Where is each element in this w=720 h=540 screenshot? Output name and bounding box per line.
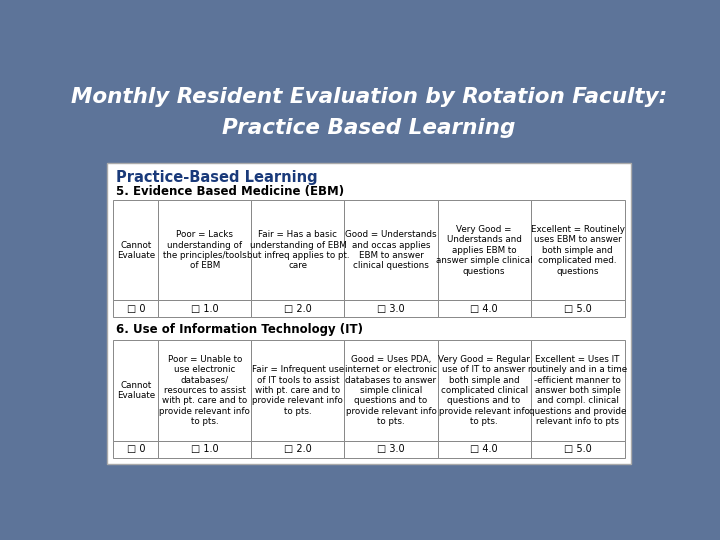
- Bar: [113, 441, 158, 457]
- Text: □ 1.0: □ 1.0: [191, 444, 219, 454]
- Bar: [531, 340, 625, 441]
- Text: Practice Based Learning: Practice Based Learning: [222, 118, 516, 138]
- Text: Very Good = Regular
use of IT to answer
both simple and
complicated clinical
que: Very Good = Regular use of IT to answer …: [438, 355, 530, 426]
- Text: □ 4.0: □ 4.0: [470, 304, 498, 314]
- Bar: [438, 300, 531, 318]
- Bar: [158, 441, 251, 457]
- Bar: [531, 200, 625, 300]
- Bar: [113, 300, 158, 318]
- Text: □ 0: □ 0: [127, 304, 145, 314]
- Bar: [113, 200, 158, 300]
- Text: Fair = Has a basic
understanding of EBM
but infreq applies to pt.
care: Fair = Has a basic understanding of EBM …: [247, 230, 349, 271]
- Text: Excellent = Routinely
uses EBM to answer
both simple and
complicated med.
questi: Excellent = Routinely uses EBM to answer…: [531, 225, 625, 275]
- Text: □ 5.0: □ 5.0: [564, 304, 592, 314]
- Bar: [251, 441, 344, 457]
- Text: Poor = Lacks
understanding of
the principles/tools
of EBM: Poor = Lacks understanding of the princi…: [163, 230, 247, 271]
- Bar: [158, 340, 251, 441]
- Bar: [438, 441, 531, 457]
- Text: □ 2.0: □ 2.0: [284, 444, 312, 454]
- Text: Practice-Based Learning: Practice-Based Learning: [117, 170, 318, 185]
- Text: 6. Use of Information Technology (IT): 6. Use of Information Technology (IT): [117, 323, 364, 336]
- Bar: [344, 200, 438, 300]
- Text: □ 1.0: □ 1.0: [191, 304, 219, 314]
- Bar: [531, 441, 625, 457]
- Text: Monthly Resident Evaluation by Rotation Faculty:: Monthly Resident Evaluation by Rotation …: [71, 87, 667, 107]
- Text: Poor = Unable to
use electronic
databases/
resources to assist
with pt. care and: Poor = Unable to use electronic database…: [159, 355, 251, 426]
- Text: □ 5.0: □ 5.0: [564, 444, 592, 454]
- Text: 5. Evidence Based Medicine (EBM): 5. Evidence Based Medicine (EBM): [117, 185, 344, 198]
- Bar: [251, 300, 344, 318]
- Text: □ 3.0: □ 3.0: [377, 444, 405, 454]
- Bar: [531, 300, 625, 318]
- Text: Excellent = Uses IT
routinely and in a time
-efficient manner to
answer both sim: Excellent = Uses IT routinely and in a t…: [528, 355, 627, 426]
- Text: Cannot
Evaluate: Cannot Evaluate: [117, 381, 155, 400]
- Text: □ 4.0: □ 4.0: [470, 444, 498, 454]
- Bar: [438, 200, 531, 300]
- Bar: [158, 300, 251, 318]
- Bar: [113, 340, 158, 441]
- Text: Good = Understands
and occas applies
EBM to answer
clinical questions: Good = Understands and occas applies EBM…: [345, 230, 437, 271]
- Text: □ 2.0: □ 2.0: [284, 304, 312, 314]
- Text: Cannot
Evaluate: Cannot Evaluate: [117, 241, 155, 260]
- Bar: [438, 340, 531, 441]
- Bar: [158, 200, 251, 300]
- Bar: [251, 200, 344, 300]
- Text: □ 0: □ 0: [127, 444, 145, 454]
- Text: Fair = Infrequent use
of IT tools to assist
with pt. care and to
provide relevan: Fair = Infrequent use of IT tools to ass…: [252, 365, 344, 416]
- Bar: [107, 164, 631, 464]
- Text: □ 3.0: □ 3.0: [377, 304, 405, 314]
- Bar: [251, 340, 344, 441]
- Bar: [344, 441, 438, 457]
- Bar: [344, 340, 438, 441]
- Bar: [344, 300, 438, 318]
- Text: Good = Uses PDA,
internet or electronic
databases to answer
simple clinical
ques: Good = Uses PDA, internet or electronic …: [345, 355, 437, 426]
- Text: Very Good =
Understands and
applies EBM to
answer simple clinical
questions: Very Good = Understands and applies EBM …: [436, 225, 532, 275]
